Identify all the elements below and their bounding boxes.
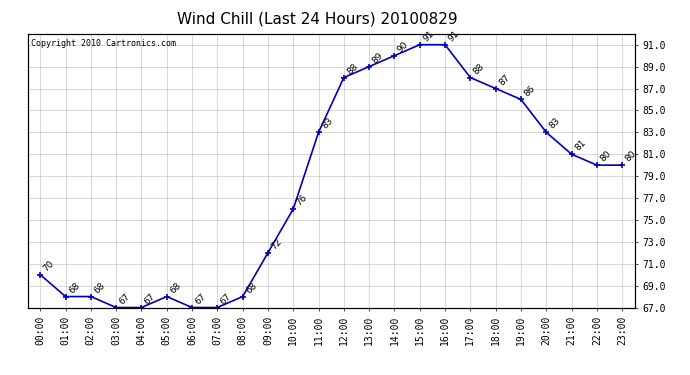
Text: Wind Chill (Last 24 Hours) 20100829: Wind Chill (Last 24 Hours) 20100829 xyxy=(177,11,457,26)
Text: 90: 90 xyxy=(396,40,411,54)
Text: 70: 70 xyxy=(41,259,56,273)
Text: 89: 89 xyxy=(371,51,385,65)
Text: 72: 72 xyxy=(269,237,284,251)
Text: 88: 88 xyxy=(472,62,486,76)
Text: 80: 80 xyxy=(624,149,638,164)
Text: 68: 68 xyxy=(244,280,259,295)
Text: 83: 83 xyxy=(548,116,562,131)
Text: 68: 68 xyxy=(67,280,81,295)
Text: 67: 67 xyxy=(219,292,233,306)
Text: 81: 81 xyxy=(573,138,587,153)
Text: 68: 68 xyxy=(168,280,183,295)
Text: 83: 83 xyxy=(320,116,335,131)
Text: 86: 86 xyxy=(522,84,537,98)
Text: 87: 87 xyxy=(497,73,511,87)
Text: 88: 88 xyxy=(345,62,359,76)
Text: 91: 91 xyxy=(446,29,461,43)
Text: 80: 80 xyxy=(598,149,613,164)
Text: 67: 67 xyxy=(117,292,132,306)
Text: 67: 67 xyxy=(143,292,157,306)
Text: 91: 91 xyxy=(421,29,435,43)
Text: 76: 76 xyxy=(295,193,309,207)
Text: 67: 67 xyxy=(193,292,208,306)
Text: Copyright 2010 Cartronics.com: Copyright 2010 Cartronics.com xyxy=(30,39,176,48)
Text: 68: 68 xyxy=(92,280,107,295)
